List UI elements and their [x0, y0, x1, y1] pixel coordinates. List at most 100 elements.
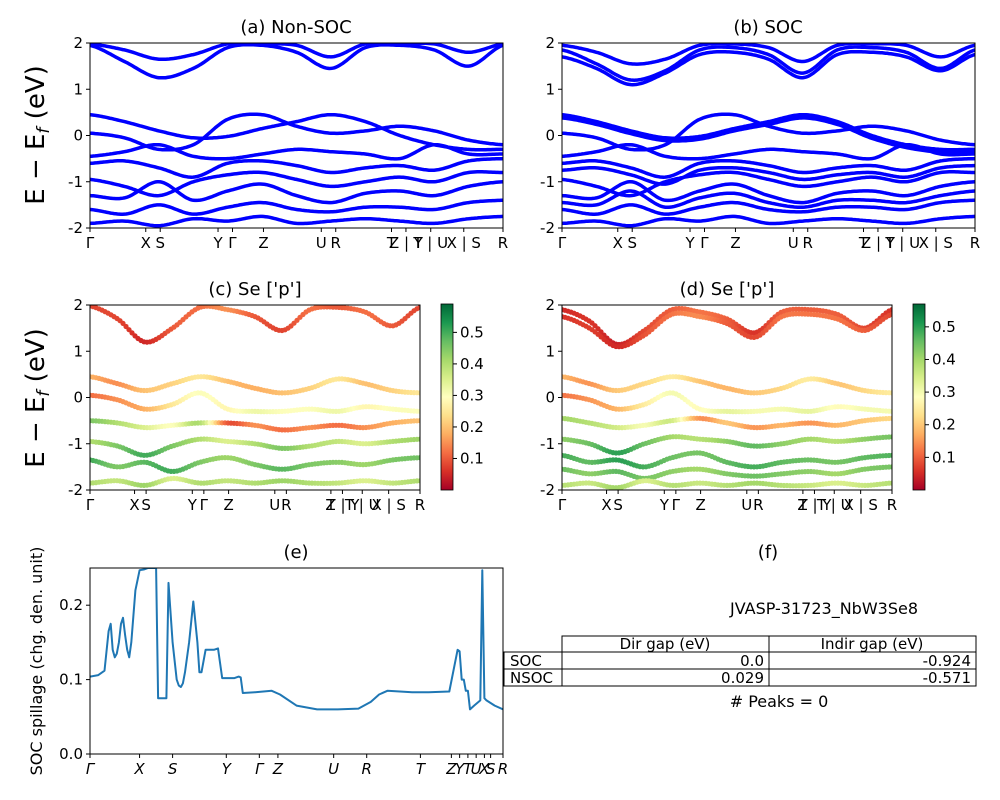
colorbar-tick-label: 0.1 — [932, 448, 956, 466]
x-tick-label: Z — [258, 234, 268, 252]
x-tick-label: Γ — [200, 496, 209, 514]
projected-point — [417, 390, 420, 396]
band-line — [562, 156, 975, 179]
x-tick-label: Z — [223, 496, 233, 514]
panel-d-colorbar — [912, 303, 926, 491]
y-tick-label: 0 — [545, 389, 555, 407]
projected-point — [889, 480, 892, 486]
projected-point — [417, 478, 420, 484]
band-line — [90, 214, 503, 228]
x-tick-label: S — [486, 760, 496, 778]
y-tick-label: 0 — [73, 389, 83, 407]
gap-table-cell: 0.0 — [740, 652, 764, 670]
panel-b-bands — [562, 43, 975, 228]
y-tick-label: 1 — [73, 342, 83, 360]
x-tick-label: Γ — [558, 496, 567, 514]
x-tick-label: Γ — [558, 234, 567, 252]
x-tick-label: U — [269, 496, 280, 514]
y-tick-label: -2 — [68, 219, 83, 237]
x-tick-label: T | U — [884, 234, 920, 252]
panel-e-ylabel: SOC spillage (chg. den. unit) — [27, 547, 46, 776]
band-line — [90, 142, 503, 161]
colorbar-tick-label: 0.5 — [460, 323, 484, 341]
panel-f-summary: (f) JVASP-31723_NbW3Se8 Dir gap (eV) Ind… — [503, 542, 977, 711]
y-tick-label: 0 — [73, 127, 83, 145]
panel-e-frame — [89, 567, 504, 755]
panel-a-title: (a) Non-SOC — [240, 17, 351, 38]
band-line — [90, 43, 503, 62]
band-line — [562, 116, 975, 155]
panel-c-title: (c) Se ['p'] — [208, 279, 301, 300]
gap-table-cell: -0.571 — [923, 669, 971, 687]
x-tick-label: R — [361, 760, 371, 778]
gap-table-cell: 0.029 — [721, 669, 764, 687]
x-tick-label: Y — [187, 496, 198, 514]
y-tick-label: 2 — [73, 34, 83, 52]
panel-a-ylabel: E − Ef (eV) — [21, 65, 54, 205]
y-tick-label: 0.1 — [59, 671, 83, 689]
y-tick-label: 2 — [73, 296, 83, 314]
x-tick-label: X — [129, 496, 139, 514]
panel-c-colorbar-ticks: 0.1 0.2 0.3 0.4 0.5 — [453, 323, 484, 467]
y-tick-label: -1 — [68, 435, 83, 453]
x-tick-label: T — [416, 760, 427, 778]
panel-a-frame — [89, 42, 504, 229]
peaks-count: # Peaks = 0 — [730, 692, 829, 711]
x-tick-label: U — [741, 496, 752, 514]
x-tick-label: Y — [212, 234, 223, 252]
y-tick-label: -2 — [68, 481, 83, 499]
x-tick-label: R — [498, 234, 508, 252]
x-tick-label: Z — [730, 234, 740, 252]
y-tick-label: 1 — [545, 342, 555, 360]
x-tick-label: R — [331, 234, 341, 252]
x-tick-label: Γ — [86, 496, 95, 514]
x-tick-label: R — [753, 496, 763, 514]
band-line — [90, 156, 503, 179]
gap-table-cell: -0.924 — [923, 652, 971, 670]
x-tick-label: R — [803, 234, 813, 252]
x-tick-label: T | U — [412, 234, 448, 252]
panel-c-ylabel: E − Ef (eV) — [21, 328, 54, 468]
colorbar-tick-label: 0.5 — [932, 318, 956, 336]
x-tick-label: U — [316, 234, 327, 252]
x-tick-label: T | U — [816, 496, 852, 514]
y-tick-label: 1 — [73, 80, 83, 98]
band-line — [90, 170, 503, 198]
material-id: JVASP-31723_NbW3Se8 — [729, 599, 918, 619]
x-tick-label: X | S — [447, 234, 481, 252]
y-tick-label: -1 — [540, 435, 555, 453]
x-tick-label: Γ — [255, 760, 265, 778]
x-tick-label: Z — [695, 496, 705, 514]
projected-point — [889, 452, 892, 458]
x-tick-label: Z | Y — [797, 496, 832, 514]
x-tick-label: X | S — [919, 234, 953, 252]
x-tick-label: Γ — [228, 234, 237, 252]
band-line — [90, 180, 503, 205]
x-tick-label: T — [325, 496, 336, 514]
band-line — [562, 43, 975, 66]
x-tick-label: T — [858, 234, 869, 252]
band-line — [562, 189, 975, 210]
y-tick-label: -1 — [68, 173, 83, 191]
projected-point — [417, 455, 420, 461]
panel-e-line — [90, 568, 503, 711]
x-tick-label: T | U — [344, 496, 380, 514]
panel-c-points — [90, 305, 420, 488]
y-tick-label: 2 — [545, 34, 555, 52]
x-tick-label: R — [887, 496, 897, 514]
x-tick-label: Z | Y — [389, 234, 424, 252]
x-tick-label: T — [797, 496, 808, 514]
x-tick-label: R — [970, 234, 980, 252]
band-line — [90, 198, 503, 216]
band-line — [90, 112, 503, 152]
gap-table-row-nsoc — [503, 668, 977, 687]
band-line — [562, 180, 975, 205]
panel-f-title: (f) — [758, 542, 778, 563]
x-tick-label: Z | Y — [861, 234, 896, 252]
x-tick-label: Γ — [86, 760, 96, 778]
panel-c-colorbar — [440, 303, 454, 491]
colorbar-tick-label: 0.4 — [460, 355, 484, 373]
